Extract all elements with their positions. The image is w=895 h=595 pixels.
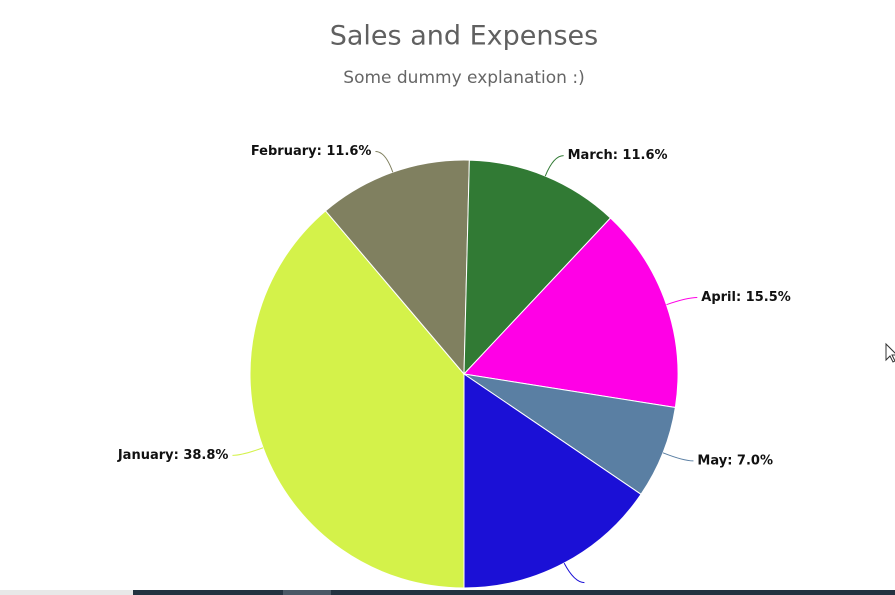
connector <box>544 155 564 177</box>
data-label: February: 11.6% <box>251 144 372 159</box>
cursor <box>885 342 895 363</box>
pie: January: 38.8% February: 11.6% March: 11.6… <box>117 144 791 589</box>
data-label: January: 38.8% <box>117 448 229 463</box>
connector <box>563 562 585 584</box>
taskbar-item <box>283 590 331 595</box>
taskbar <box>133 590 895 595</box>
chart-subtitle: Some dummy explanation :) <box>343 68 584 88</box>
data-label: May: 7.0% <box>697 453 773 468</box>
chart-title: Sales and Expenses <box>330 21 598 52</box>
pie-slice <box>462 217 679 409</box>
connector <box>232 447 264 456</box>
scrollbar-track <box>0 590 133 595</box>
pie-slice <box>324 159 470 376</box>
connector <box>662 452 694 462</box>
connector <box>666 297 698 306</box>
pie-slice <box>463 373 642 589</box>
data-label: March: 11.6% <box>568 148 668 163</box>
connector <box>375 150 394 173</box>
data-label: April: 15.5% <box>701 290 791 305</box>
pie-slice <box>463 159 612 376</box>
pie-slice <box>249 210 465 589</box>
